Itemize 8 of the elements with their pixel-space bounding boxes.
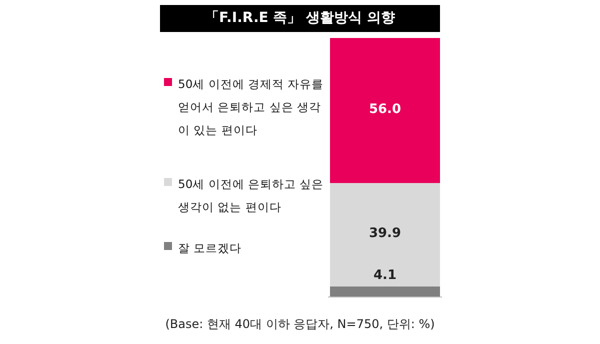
text: (Base: 현재 40대 이하 응답자, N=750, 단위: %) bbox=[164, 316, 436, 333]
data-label: 39.9 bbox=[368, 226, 402, 241]
legend-label: 잘 모르겠다 bbox=[178, 240, 243, 257]
data-label: 56.0 bbox=[368, 102, 402, 117]
data-label: 4.1 bbox=[372, 268, 398, 284]
legend-label: 50세 이전에 은퇴하고 싶은 생각이 없는 편이다 bbox=[178, 176, 325, 216]
chart-title: 「F.I.R.E 족」 생활방식 의향 bbox=[160, 5, 440, 32]
legend-label: 50세 이전에 경제적 자유를 얻어서 은퇴하고 싶은 생각이 있는 편이다 bbox=[178, 76, 325, 139]
